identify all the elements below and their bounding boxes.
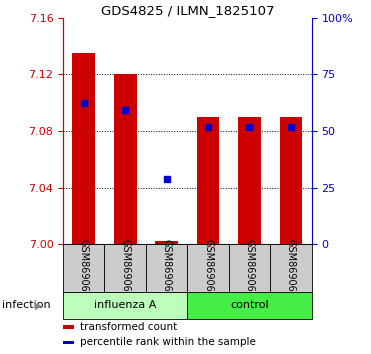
Title: GDS4825 / ILMN_1825107: GDS4825 / ILMN_1825107 [101,4,274,17]
Bar [187,292,312,319]
Text: GSM869068: GSM869068 [286,239,296,298]
Text: GSM869066: GSM869066 [244,239,255,298]
Text: control: control [230,300,269,310]
Text: GSM869067: GSM869067 [120,239,130,298]
Bar [72,53,95,244]
Bar [279,117,302,244]
Text: ▶: ▶ [35,300,42,310]
Text: GSM869064: GSM869064 [203,239,213,298]
Text: percentile rank within the sample: percentile rank within the sample [80,337,256,348]
Bar [155,241,178,244]
Bar [114,74,137,244]
Text: infection: infection [2,300,50,310]
Bar [63,292,187,319]
Text: GSM869065: GSM869065 [79,239,89,298]
Text: GSM869069: GSM869069 [162,239,172,298]
Text: transformed count: transformed count [80,322,177,332]
Bar [270,244,312,292]
Bar [238,117,261,244]
Bar [63,341,74,344]
Bar [187,244,229,292]
Bar [63,244,105,292]
Bar [105,244,146,292]
Bar [63,325,74,329]
Bar [197,117,220,244]
Text: influenza A: influenza A [94,300,157,310]
Bar [146,244,187,292]
Bar [229,244,270,292]
